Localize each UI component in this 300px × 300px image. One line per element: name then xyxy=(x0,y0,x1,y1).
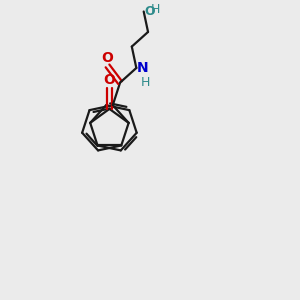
Text: H: H xyxy=(151,3,160,16)
Text: O: O xyxy=(103,73,116,86)
Text: O: O xyxy=(102,51,113,65)
Text: N: N xyxy=(137,61,148,75)
Text: O: O xyxy=(145,5,155,18)
Text: H: H xyxy=(140,76,150,89)
